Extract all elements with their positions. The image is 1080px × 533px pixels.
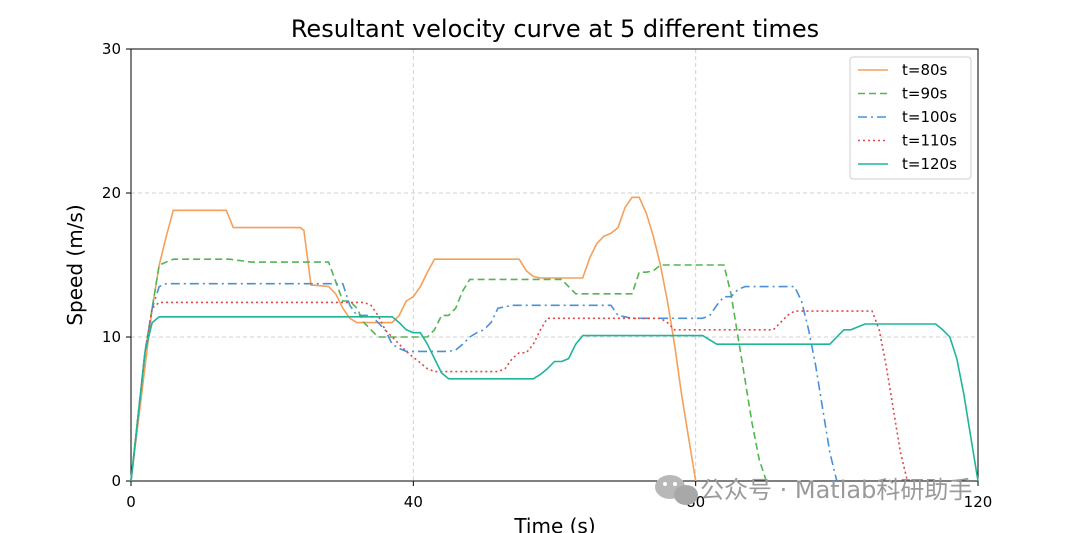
y-tick-label: 10 [102, 328, 121, 346]
legend-label: t=110s [902, 132, 957, 150]
y-axis: 0 10 20 30 [102, 40, 131, 490]
legend-label: t=100s [902, 108, 957, 126]
x-axis-title: Time (s) [513, 514, 595, 533]
watermark: 公众号 · Matlab科研助手 [655, 475, 972, 505]
legend-label: t=120s [902, 155, 957, 173]
y-tick-label: 0 [111, 472, 121, 490]
legend: t=80s t=90s t=100s t=110s t=120s [849, 56, 972, 180]
x-tick-label: 0 [126, 493, 136, 511]
series-line-3 [130, 282, 838, 482]
series-line-5 [130, 315, 979, 482]
grid-lines [131, 49, 978, 481]
y-tick-label: 30 [102, 40, 121, 58]
y-tick-label: 20 [102, 184, 121, 202]
plot-area [130, 48, 979, 482]
legend-label: t=80s [902, 61, 948, 79]
x-axis: 0 40 80 120 [126, 481, 992, 511]
y-axis-title: Speed (m/s) [63, 204, 87, 325]
legend-box [849, 56, 972, 180]
series-lines [130, 196, 979, 482]
x-tick-label: 120 [964, 493, 993, 511]
series-line-4 [130, 301, 909, 482]
series-line-2 [130, 258, 768, 482]
x-tick-label: 40 [404, 493, 423, 511]
series-line-1 [130, 196, 697, 482]
wechat-icon [655, 475, 698, 505]
chart-title: Resultant velocity curve at 5 different … [291, 15, 819, 43]
watermark-text: 公众号 · Matlab科研助手 [700, 476, 972, 504]
legend-label: t=90s [902, 85, 948, 103]
